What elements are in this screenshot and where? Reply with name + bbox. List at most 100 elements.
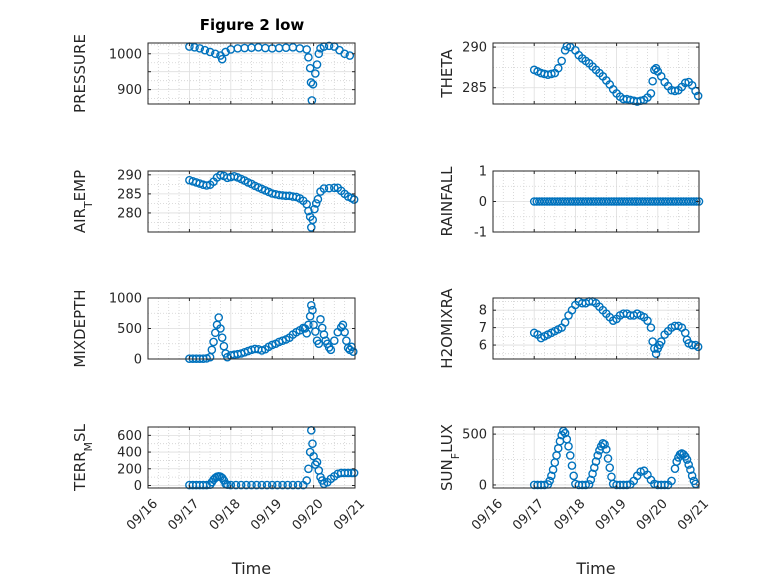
axes-frame <box>492 42 700 105</box>
data-point <box>304 320 313 330</box>
y-tick-label: 1000 <box>109 292 142 307</box>
data-point <box>314 49 324 59</box>
data-point <box>312 60 322 69</box>
data-point <box>340 49 349 59</box>
y-axis-label: THETA <box>438 49 456 99</box>
y-tick-label: 500 <box>117 322 142 337</box>
y-axis-label: MIXDEPTH <box>71 289 89 367</box>
data-point <box>540 480 549 490</box>
y-tick-label: 1000 <box>109 47 142 62</box>
data-point <box>602 445 611 454</box>
data-point <box>557 56 566 66</box>
data-point <box>221 47 230 57</box>
data-point <box>247 480 256 490</box>
y-axis-label: AIRTEMP <box>71 170 95 233</box>
data-point <box>656 337 666 346</box>
data-point <box>588 469 597 479</box>
data-point <box>547 471 556 481</box>
data-point <box>209 337 218 347</box>
data-point <box>313 194 323 204</box>
data-point <box>214 313 224 322</box>
data-point <box>326 345 336 355</box>
data-point <box>687 340 697 350</box>
y-axis-label: PRESSURE <box>71 34 89 113</box>
subplot-3: 280 285 290 AIRTEMP <box>71 168 359 233</box>
y-tick-label: 290 <box>117 168 142 183</box>
y-axis-label-part: SUN <box>438 459 456 491</box>
data-point <box>569 471 578 481</box>
y-tick-label: 7 <box>479 321 487 336</box>
data-point <box>302 329 312 338</box>
y-tick-label: 285 <box>462 81 487 96</box>
data-point <box>343 468 353 478</box>
data-series <box>529 426 700 490</box>
data-point <box>324 41 334 51</box>
subplot-6: 6 7 8 H2OMIXRA <box>438 288 703 369</box>
data-point <box>547 69 556 79</box>
data-point <box>304 464 313 474</box>
data-point <box>340 327 349 337</box>
data-point <box>200 45 210 55</box>
data-point <box>567 461 577 470</box>
data-point <box>308 439 317 449</box>
subplot-1: 900 1000 PRESSURE <box>71 34 356 113</box>
data-series <box>185 426 359 490</box>
axes-frame <box>147 426 356 489</box>
data-point <box>308 215 318 225</box>
data-point <box>316 315 325 324</box>
y-tick-label: 6 <box>479 339 487 354</box>
data-point <box>306 78 316 87</box>
data-point <box>687 471 697 481</box>
data-point <box>560 318 570 327</box>
data-point <box>589 463 599 472</box>
data-point <box>660 480 669 490</box>
axes-frame <box>492 297 700 360</box>
grid-lines <box>148 43 355 104</box>
y-tick-label: 0 <box>479 195 487 210</box>
y-tick-label: 900 <box>117 83 142 98</box>
data-point <box>605 463 615 472</box>
data-point <box>692 197 701 206</box>
y-axis-label-part: EMP <box>71 170 89 201</box>
data-point <box>267 480 277 490</box>
y-tick-label: 1 <box>479 165 487 180</box>
data-point <box>273 480 282 490</box>
data-point <box>319 330 329 339</box>
data-point <box>293 480 303 490</box>
figure-title: Figure 2 low <box>200 16 305 34</box>
data-point <box>667 476 676 486</box>
data-point <box>311 199 321 208</box>
data-point <box>593 451 603 460</box>
y-tick-label: -1 <box>474 226 487 241</box>
data-series <box>529 297 703 359</box>
x-axis-label: Time <box>575 559 615 578</box>
data-point <box>600 439 609 449</box>
y-tick-label: 400 <box>117 446 142 461</box>
data-point <box>319 184 329 193</box>
y-tick-label: 285 <box>117 187 142 202</box>
data-point <box>306 301 316 310</box>
data-point <box>591 457 601 466</box>
data-point <box>349 468 359 478</box>
axes-frame <box>147 42 356 105</box>
data-point <box>646 323 656 332</box>
data-point <box>565 451 575 460</box>
data-point <box>693 91 703 101</box>
y-tick-label: 500 <box>462 428 487 443</box>
data-point <box>252 480 261 490</box>
data-point <box>603 454 613 463</box>
data-point <box>312 457 322 467</box>
data-point <box>288 480 298 490</box>
data-series <box>529 197 704 206</box>
data-point <box>324 183 334 193</box>
data-point <box>311 327 320 336</box>
data-point <box>202 181 211 190</box>
data-point <box>262 480 272 490</box>
y-tick-label: 8 <box>479 304 487 319</box>
subplot-4: -1 0 1 RAINFALL <box>438 165 704 241</box>
y-axis-label-subscript: M <box>82 442 95 452</box>
y-tick-label: 200 <box>117 462 142 477</box>
data-point <box>205 47 215 57</box>
data-point <box>308 305 317 315</box>
